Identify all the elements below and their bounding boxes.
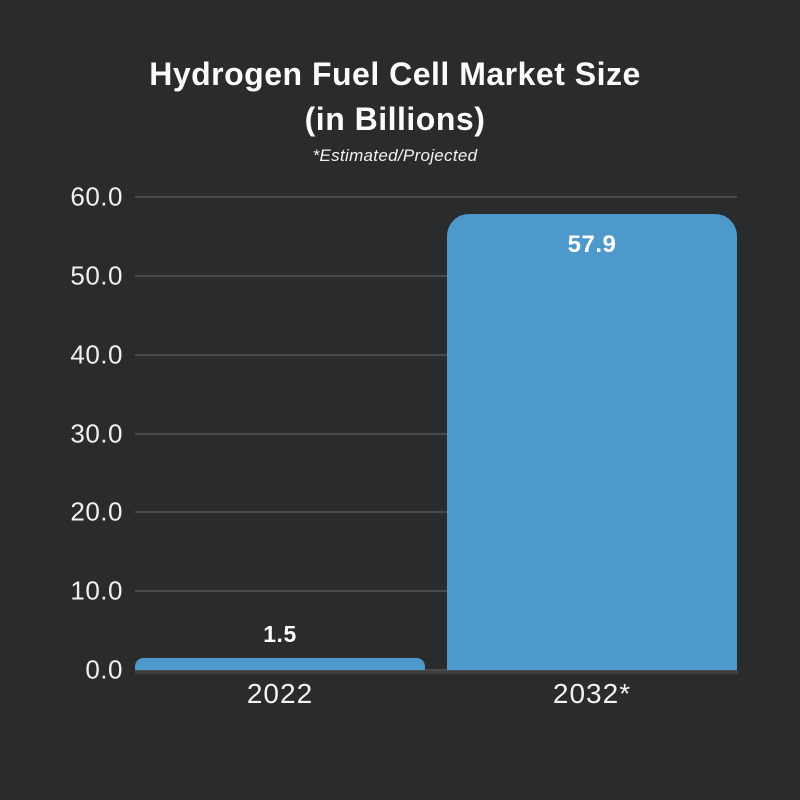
y-tick-label-30.0: 30.0	[70, 418, 123, 448]
chart-title: Hydrogen Fuel Cell Market Size (in Billi…	[0, 52, 790, 142]
y-tick-label-60.0: 60.0	[70, 181, 123, 212]
value-label-2032*: 57.9	[567, 231, 617, 258]
chart-subtitle: *Estimated/Projected	[312, 146, 478, 165]
plot-area	[135, 196, 737, 671]
value-label-2022: 1.5	[263, 621, 297, 647]
bar-2022	[135, 658, 425, 670]
y-tick-label-0.0: 0.0	[85, 654, 123, 685]
chart-title-line1: Hydrogen Fuel Cell Market Size	[149, 56, 641, 92]
x-tick-label-2022: 2022	[246, 678, 314, 709]
y-tick-label-20.0: 20.0	[70, 496, 123, 527]
x-axis-baseline	[135, 671, 739, 674]
gridline-40.0	[135, 353, 737, 356]
gridline-50.0	[135, 274, 737, 277]
bar-2032*	[447, 214, 737, 670]
gridline-60.0	[135, 196, 737, 198]
x-tick-label-2032*: 2032*	[552, 678, 632, 709]
y-tick-label-40.0: 40.0	[70, 339, 123, 370]
y-tick-label-50.0: 50.0	[70, 260, 123, 291]
gridline-10.0	[135, 590, 737, 593]
gridline-20.0	[135, 511, 737, 514]
gridline-0.0	[135, 669, 737, 671]
gridline-30.0	[135, 432, 737, 435]
chart-title-line2: (in Billions)	[304, 101, 486, 137]
y-tick-label-10.0: 10.0	[70, 575, 123, 606]
